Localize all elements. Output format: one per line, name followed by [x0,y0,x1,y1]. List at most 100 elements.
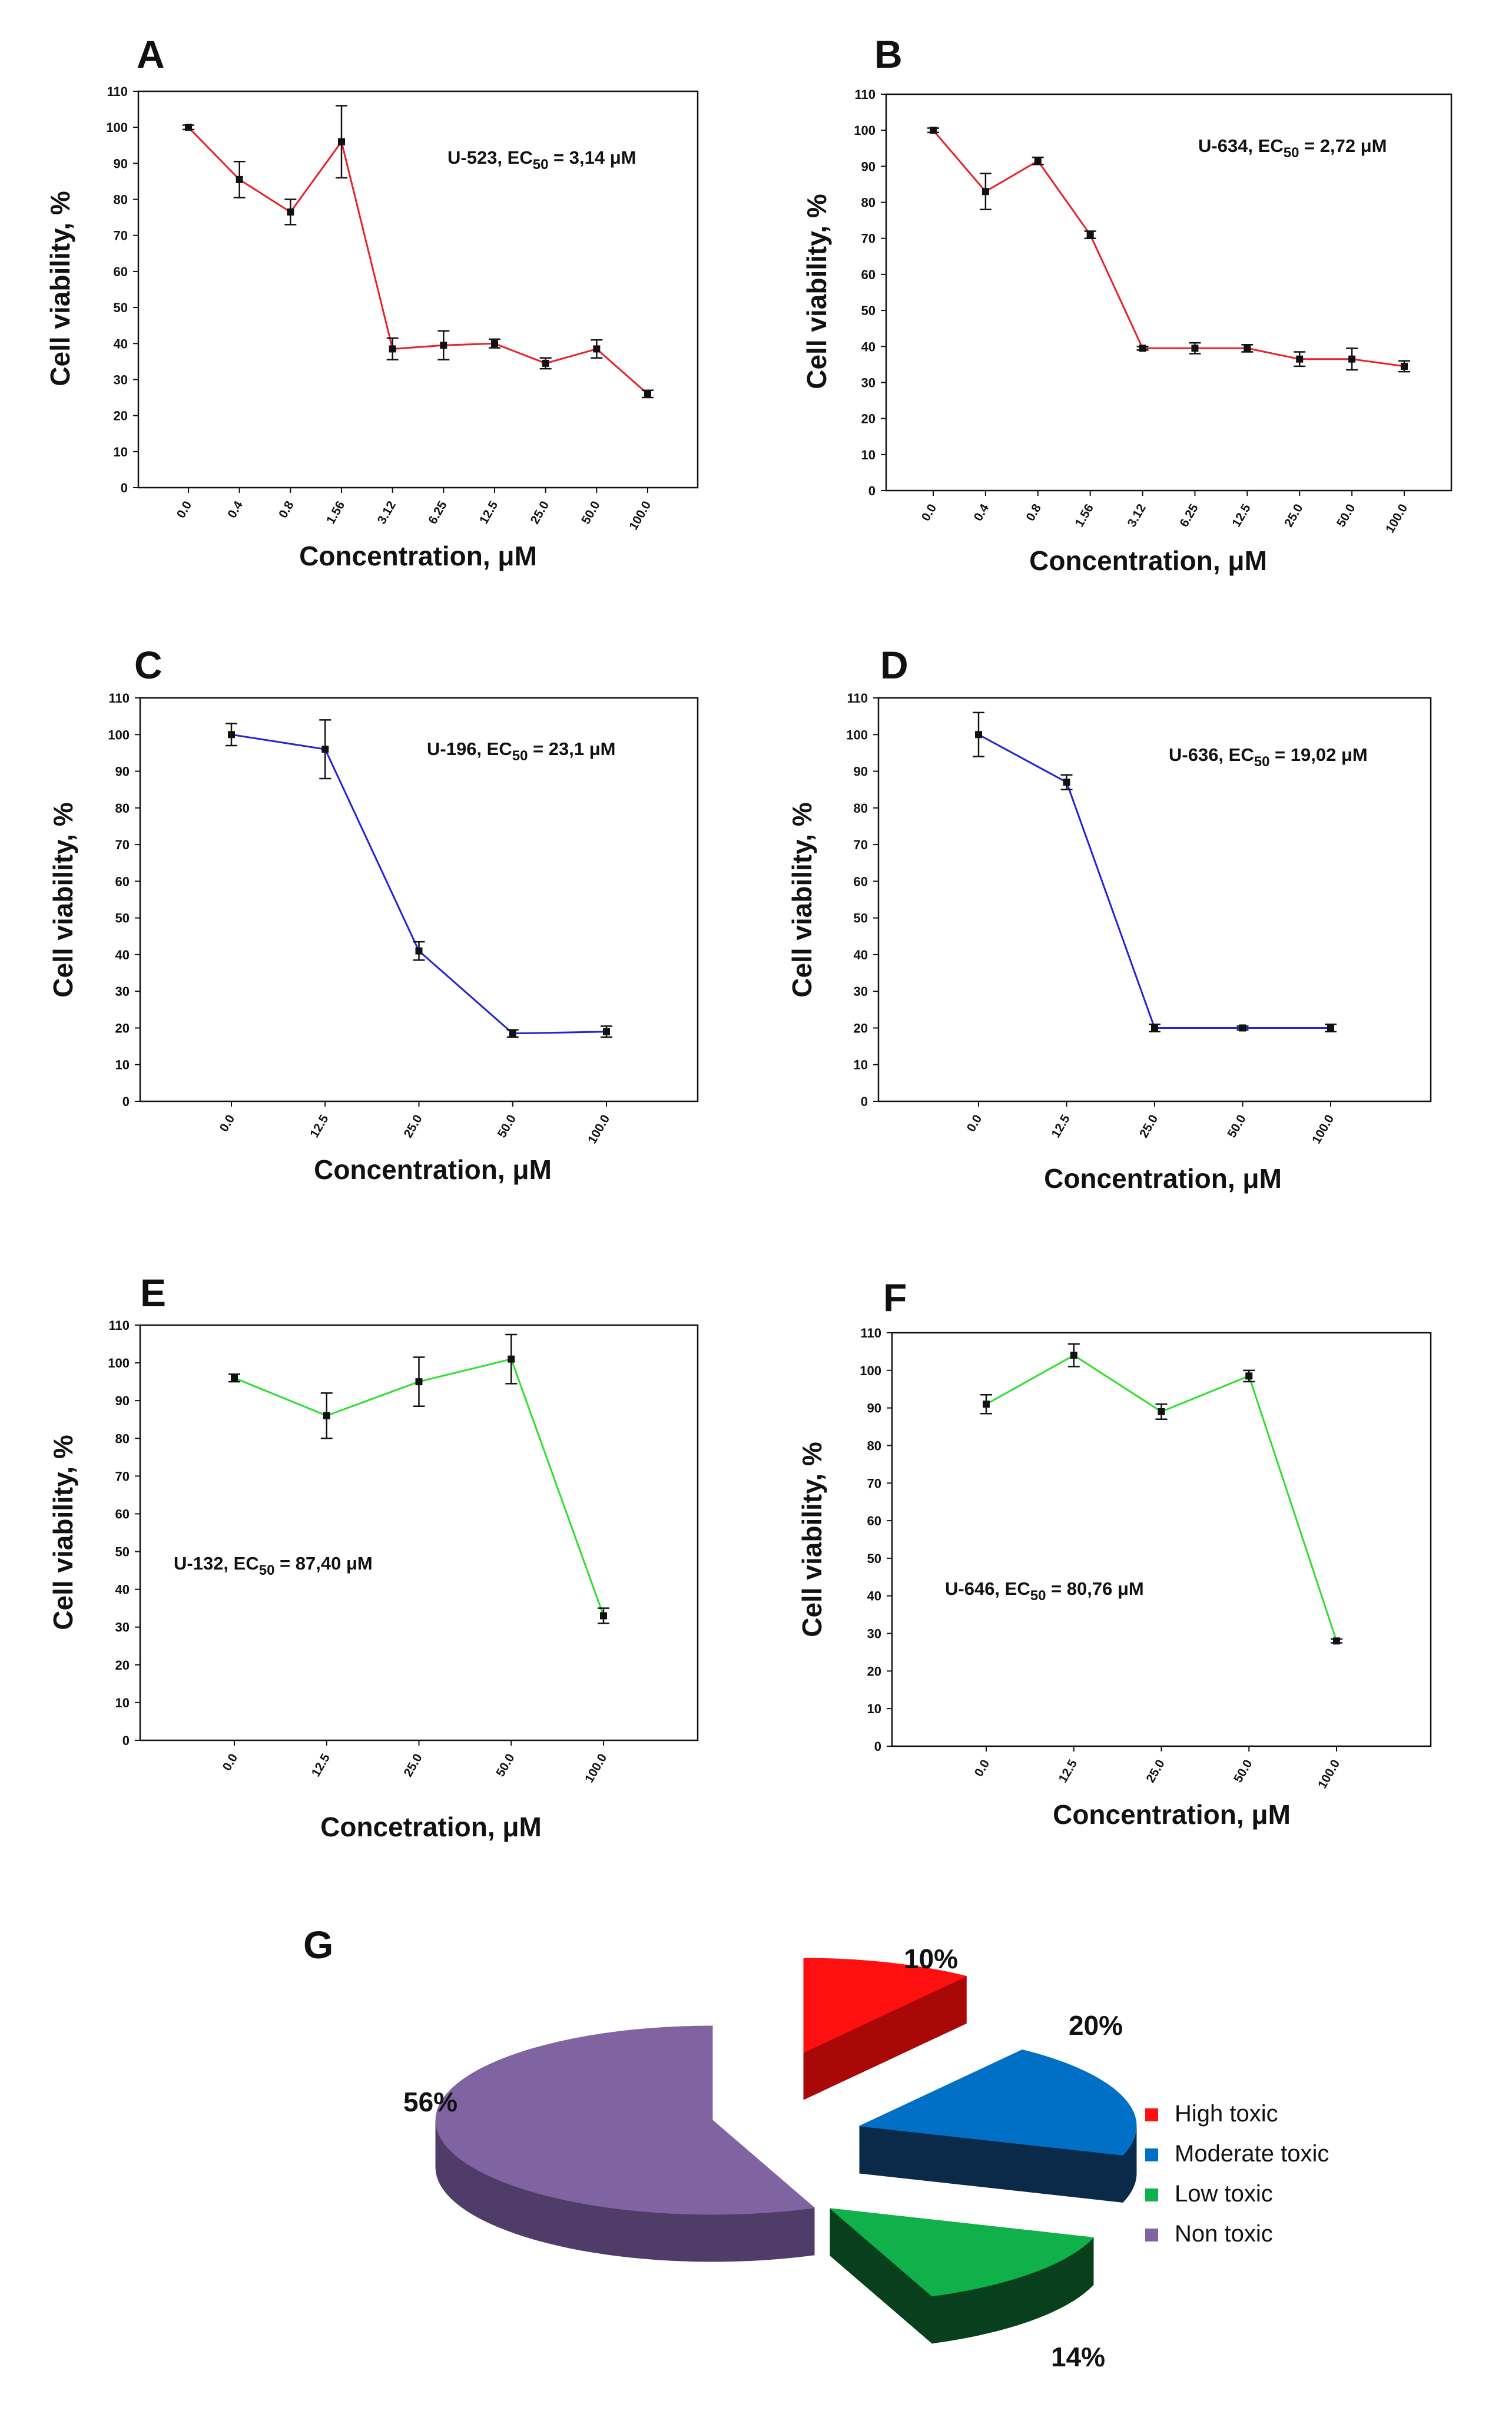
panel-f-ylabel: Cell viability, % [797,1442,827,1637]
panel-d-ytick-label: 60 [854,874,868,889]
panel-f-ytick-label: 70 [867,1476,881,1491]
panel-c-ylabel: Cell viability, % [48,802,78,997]
panel-a-data-point [287,208,294,216]
panel-a-data-point [338,138,345,145]
panel-c-ytick-label: 90 [115,764,130,779]
panel-f-data-point [1070,1352,1077,1359]
panel-f-ytick-label: 20 [867,1664,881,1678]
panel-c-data-point [509,1029,516,1037]
panel-d-data-point [975,731,982,739]
panel-e-annotation-value: = 87,40 μM [274,1553,372,1574]
panel-b-ytick-label: 60 [861,267,876,282]
panel-d-xlabel: Concentration, μM [1044,1163,1282,1194]
panel-a-ytick-label: 20 [114,409,128,423]
pie-slice-non-toxic-top [435,2025,815,2215]
panel-c-ytick-label: 100 [108,727,130,742]
panel-f-ytick-label: 0 [874,1739,881,1754]
panel-d-ytick-label: 10 [854,1058,868,1072]
panel-d-data-point [1151,1024,1158,1032]
panel-b-ytick-label: 50 [861,303,876,318]
panel-e-data-point [231,1374,238,1382]
panel-b-annotation-compound: U-634, EC [1198,135,1284,156]
panel-e-data-point [600,1612,607,1620]
panel-f-ytick-label: 110 [861,1326,882,1340]
panel-e-ytick-label: 110 [109,1318,130,1333]
panel-d-ytick-label: 70 [854,837,868,852]
pie-slice-moderate-toxic-pct-label: 20% [1069,2010,1123,2041]
panel-f-annotation: U-646, EC50 = 80,76 μM [945,1578,1144,1604]
panel-d-ytick-label: 100 [846,727,868,742]
panel-b-frame [885,93,1453,492]
panel-c-data-point [228,731,235,739]
panel-b-data-point [930,127,937,134]
legend-non-toxic-swatch [1145,2229,1158,2241]
panel-b-ytick-label: 100 [854,123,876,138]
panel-b-ytick-label: 30 [861,375,876,390]
panel-d-data-point [1239,1024,1246,1032]
panel-c-annotation: U-196, EC50 = 23,1 μM [427,739,616,764]
panel-b-data-point [1034,157,1042,165]
panel-b-xlabel: Concentration, μM [1029,545,1267,576]
panel-e-ytick-label: 20 [115,1658,130,1673]
panel-c-annotation-value: = 23,1 μM [528,739,615,759]
legend-high-toxic-swatch [1145,2108,1158,2121]
panel-d-ytick-label: 110 [847,691,868,706]
panel-f-ytick-label: 90 [867,1401,881,1416]
pie-slice-low-toxic-top [829,2208,1095,2297]
panel-e-ytick-label: 40 [115,1582,130,1597]
panel-a-data-point [542,359,549,367]
pie-slice-low-toxic [829,2207,1095,2344]
panel-b-ytick-label: 110 [855,87,876,102]
panel-e-ytick-label: 70 [115,1469,130,1484]
panel-e-letter: E [140,1271,166,1315]
panel-b-data-point [1401,362,1408,370]
panel-a-data-point [185,124,192,131]
panel-c-data-point [603,1028,610,1035]
panel-f-ytick-label: 100 [860,1363,881,1378]
panel-e-xlabel: Concetration, μM [320,1812,542,1842]
panel-e-annotation: U-132, EC50 = 87,40 μM [174,1553,373,1578]
pie-slice-non-toxic-pct-label: 56% [403,2087,457,2117]
panel-a-ytick-label: 40 [114,336,128,351]
panel-c-ytick-label: 80 [115,801,130,816]
panel-a-ytick-label: 60 [114,264,128,279]
panel-c-ytick-label: 10 [115,1058,130,1072]
pie-slice-moderate-toxic-top [858,2050,1137,2156]
panel-c-letter: C [134,643,163,687]
panel-g: G 56% 10% 20% 14% High toxic Moderate toxic Low… [303,1923,1329,2372]
legend-low-toxic-swatch [1145,2188,1158,2201]
legend-moderate-toxic-label: Moderate toxic [1175,2141,1329,2167]
panel-d-annotation-value: = 19,02 μM [1269,744,1367,765]
panel-e-ytick-label: 0 [122,1733,130,1748]
panel-b-annotation: U-634, EC50 = 2,72 μM [1198,135,1387,161]
panel-c-ytick-label: 70 [115,837,130,852]
panel-b-series-line [932,130,1405,367]
panel-a-data-point [236,176,243,183]
panel-a-data-point [644,390,651,398]
panel-c-ytick-label: 30 [115,984,130,999]
panel-f-annotation-value: = 80,76 μM [1046,1578,1143,1599]
panel-b-data-point [1139,345,1146,352]
panel-e-ytick-label: 60 [115,1507,130,1521]
panel-e-ytick-label: 50 [115,1545,130,1560]
panel-c-data-point [415,947,423,955]
panel-d-data-point [1063,779,1070,786]
panel-f-ytick-label: 40 [867,1589,881,1604]
panel-b-ytick-label: 10 [861,448,876,462]
panel-e-ytick-label: 90 [115,1393,130,1408]
panel-c-data-point [321,746,329,753]
panel-b-ytick-label: 20 [861,412,876,426]
panel-a-letter: A [137,32,165,76]
panel-d-ylabel: Cell viability, % [787,802,817,997]
panel-a-annotation-sub: 50 [533,157,549,173]
panel-b-data-point [1348,355,1356,363]
pie-slice-non-toxic [435,2025,815,2262]
panel-f-ytick-label: 80 [867,1438,881,1453]
legend-non-toxic-label: Non toxic [1175,2221,1273,2247]
panel-f-ytick-label: 30 [867,1627,881,1641]
panel-f-data-point [1333,1637,1340,1645]
pie-slice-moderate-toxic [858,2049,1137,2203]
panel-e-ytick-label: 100 [108,1356,130,1370]
